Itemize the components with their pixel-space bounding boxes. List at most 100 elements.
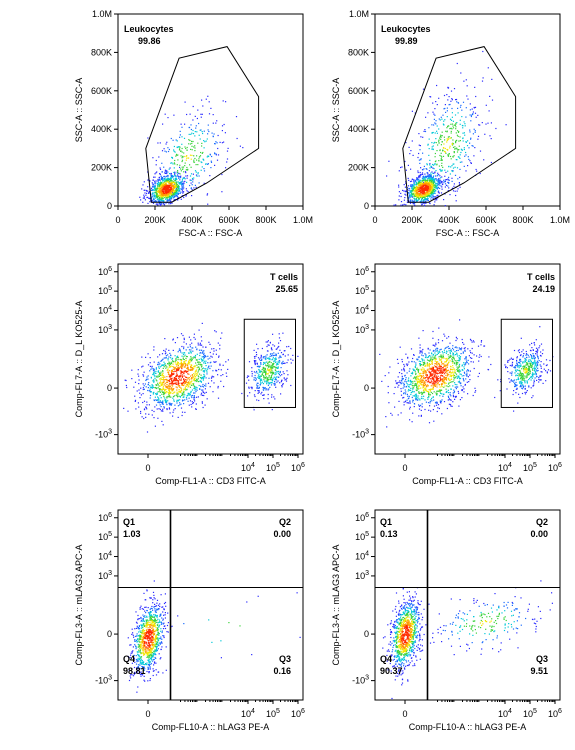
event-dot [431, 132, 433, 134]
event-dot [261, 371, 263, 373]
event-dot [477, 375, 479, 378]
event-dot [437, 194, 439, 196]
event-dot [532, 356, 535, 358]
event-dot [526, 356, 528, 359]
event-dot [433, 189, 436, 191]
event-dot [418, 415, 420, 417]
event-dot [199, 380, 201, 382]
event-dot [437, 181, 439, 183]
event-dot [427, 189, 430, 191]
event-dot [256, 387, 258, 389]
event-dot [179, 396, 181, 398]
event-dot [174, 370, 176, 372]
event-dot [438, 139, 440, 141]
event-dot [193, 177, 195, 179]
event-dot [174, 163, 176, 165]
event-dot [190, 133, 192, 135]
event-dot [169, 199, 171, 201]
event-dot [193, 374, 195, 377]
event-dot [534, 359, 536, 361]
event-dot [172, 411, 174, 413]
event-dot [194, 365, 196, 367]
event-dot [170, 174, 172, 176]
event-dot [207, 133, 209, 135]
event-dot [208, 366, 210, 368]
event-dot [265, 361, 267, 363]
event-dot [200, 374, 202, 376]
event-dot [212, 391, 214, 393]
event-dot [189, 184, 191, 187]
event-dot [277, 362, 279, 364]
event-dot [447, 136, 449, 138]
event-dot [540, 371, 542, 373]
event-dot [448, 176, 450, 178]
event-dot [174, 382, 176, 384]
event-dot [406, 399, 408, 401]
event-dot [151, 409, 153, 411]
event-dot [490, 363, 492, 366]
event-dot [175, 394, 177, 396]
event-dot [450, 399, 452, 401]
event-dot [416, 188, 418, 190]
event-dot [424, 173, 426, 175]
event-dot [189, 351, 191, 353]
event-dot [270, 348, 273, 350]
event-dot [159, 391, 161, 393]
event-dot [192, 368, 194, 370]
event-dot [157, 399, 159, 401]
event-dot [490, 122, 492, 124]
event-dot [203, 376, 206, 378]
event-dot [199, 129, 201, 131]
event-dot [270, 381, 272, 384]
event-dot [126, 386, 128, 389]
event-dot [140, 412, 142, 414]
event-dot [148, 404, 150, 406]
event-dot [182, 353, 185, 355]
event-dot [193, 397, 195, 399]
event-dot [438, 327, 440, 329]
event-dot [413, 184, 415, 186]
event-dot [192, 119, 194, 121]
event-dot [203, 352, 205, 354]
event-dot [183, 346, 185, 348]
event-dot [202, 158, 204, 160]
event-dot [200, 380, 202, 382]
event-dot [153, 380, 155, 382]
event-dot [427, 182, 430, 184]
event-dot [165, 357, 167, 359]
event-dot [156, 200, 158, 202]
event-dot [409, 406, 411, 408]
event-dot [463, 147, 465, 149]
event-dot [418, 181, 420, 183]
event-dot [183, 392, 185, 394]
event-dot [260, 382, 262, 385]
event-dot [511, 380, 513, 382]
event-dot [207, 362, 209, 364]
event-dot [174, 408, 176, 410]
event-dot [183, 383, 186, 385]
event-dot [532, 349, 534, 351]
tick-label: 0 [145, 463, 150, 473]
event-dot [535, 374, 537, 376]
event-dot [428, 182, 430, 184]
event-dot [546, 371, 548, 373]
event-dot [394, 386, 396, 388]
event-dot [162, 183, 164, 185]
event-dot [411, 184, 413, 186]
event-dot [204, 392, 206, 394]
event-dot [178, 192, 180, 194]
event-dot [429, 183, 431, 186]
event-dot [209, 343, 211, 345]
event-dot [170, 203, 172, 205]
event-dot [193, 356, 195, 358]
event-dot [473, 367, 475, 370]
tick-label: 1.0M [550, 215, 570, 225]
event-dot [200, 385, 202, 387]
event-dot [163, 189, 166, 191]
event-dot [432, 182, 434, 184]
event-dot [422, 136, 424, 138]
event-dot [490, 161, 492, 164]
event-dot [157, 387, 159, 389]
event-dot [197, 396, 199, 398]
event-dot [282, 383, 284, 385]
